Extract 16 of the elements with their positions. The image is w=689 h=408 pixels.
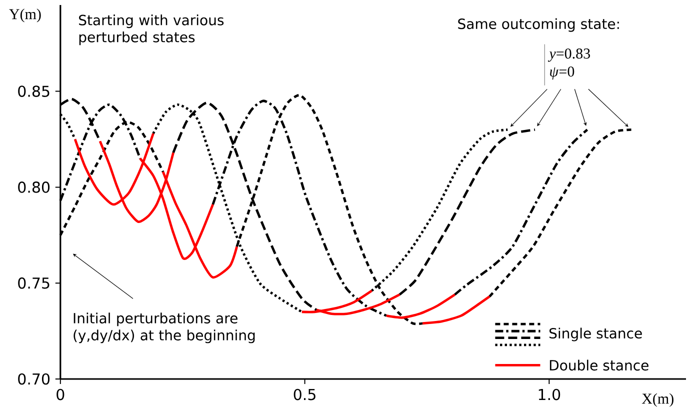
legend-label: Double stance <box>550 360 648 371</box>
annotation: Initial perturbations are (y,dy/dx) at the beginning <box>74 312 255 344</box>
y-tick-label: 0.80 <box>18 182 50 193</box>
y-tick-label: 0.85 <box>18 86 50 97</box>
x-tick-label: 1.0 <box>538 388 560 400</box>
y-axis-title: Y(m) <box>9 8 41 22</box>
annotation: Same outcoming state: <box>458 18 619 32</box>
legend-label: Single stance <box>549 328 642 342</box>
annotation: ψ=0 <box>550 66 574 80</box>
x-tick-label: 0 <box>56 388 64 400</box>
annotation: y=0.83 <box>548 48 590 62</box>
x-tick-label: 0.5 <box>294 388 316 400</box>
y-tick-label: 0.75 <box>18 277 50 289</box>
annotation: Starting with various perturbed states <box>79 14 224 46</box>
y-tick-label: 0.70 <box>18 373 50 385</box>
x-axis-title: X(m) <box>642 393 674 407</box>
